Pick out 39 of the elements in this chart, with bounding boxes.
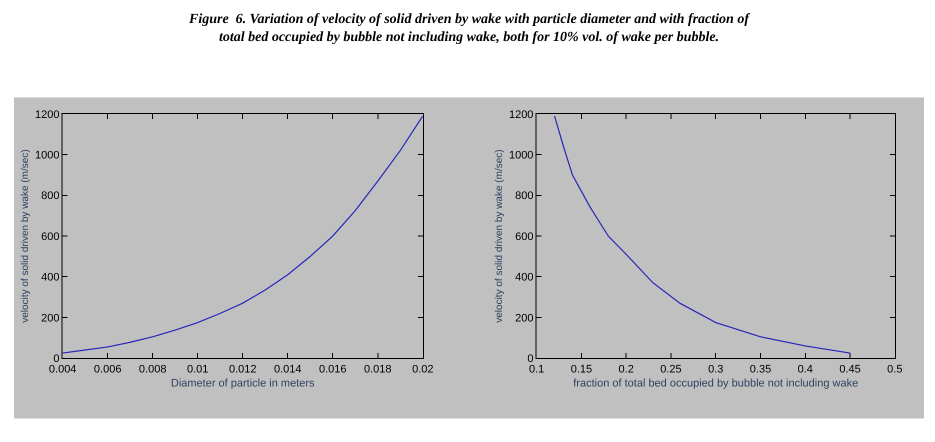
y-tick-label: 400 [515, 272, 534, 284]
line-series [554, 115, 851, 354]
x-tick-label: 0.016 [318, 363, 347, 376]
x-tick-label: 0.15 [570, 363, 592, 376]
x-tick-label: 0.008 [138, 363, 166, 376]
y-tick-label: 0 [527, 353, 534, 365]
y-axis-title: velocity of solid driven by wake (m/sec) [20, 149, 31, 323]
x-tick-label: 0.014 [274, 363, 302, 376]
x-tick-label: 0.006 [94, 363, 122, 376]
x-axis-title: fraction of total bed occupied by bubble not including wake [573, 378, 858, 390]
x-tick-label: 0.1 [528, 363, 544, 376]
x-tick-label: 0.01 [186, 363, 208, 376]
x-tick-label: 0.5 [887, 363, 902, 376]
y-tick-label: 1200 [508, 108, 534, 121]
x-tick-label: 0.012 [228, 363, 256, 376]
x-tick-label: 0.35 [750, 363, 772, 376]
y-tick-label: 600 [41, 230, 60, 243]
x-tick-label: 0.018 [364, 363, 392, 376]
y-tick-label: 200 [41, 312, 60, 324]
x-tick-label: 0.4 [798, 363, 813, 376]
x-tick-label: 0.2 [618, 363, 634, 376]
y-tick-label: 800 [41, 190, 60, 202]
x-tick-label: 0.004 [48, 363, 76, 376]
x-tick-label: 0.45 [839, 363, 861, 376]
y-tick-label: 200 [515, 312, 534, 324]
y-tick-label: 0 [53, 353, 60, 365]
y-tick-label: 800 [515, 190, 534, 202]
y-axis-title: velocity of solid driven by wake (m/sec) [494, 149, 505, 323]
line-series [62, 115, 423, 354]
text: Figure 6. Variation of velocity of solid driven by wake with particle diameter and with fraction of total bed occupied by bubble not including wake, both for 10% vol. of wake per bubble. [188, 12, 750, 46]
x-tick-label: 0.3 [708, 363, 724, 376]
y-tick-label: 600 [515, 230, 534, 243]
x-tick-label: 0.02 [412, 363, 434, 376]
y-tick-label: 400 [41, 272, 60, 284]
x-tick-label: 0.25 [660, 363, 682, 376]
y-tick-label: 1000 [508, 150, 534, 162]
y-tick-label: 1000 [34, 150, 60, 162]
y-tick-label: 1200 [34, 108, 60, 121]
x-axis-title: Diameter of particle in meters [170, 378, 316, 390]
